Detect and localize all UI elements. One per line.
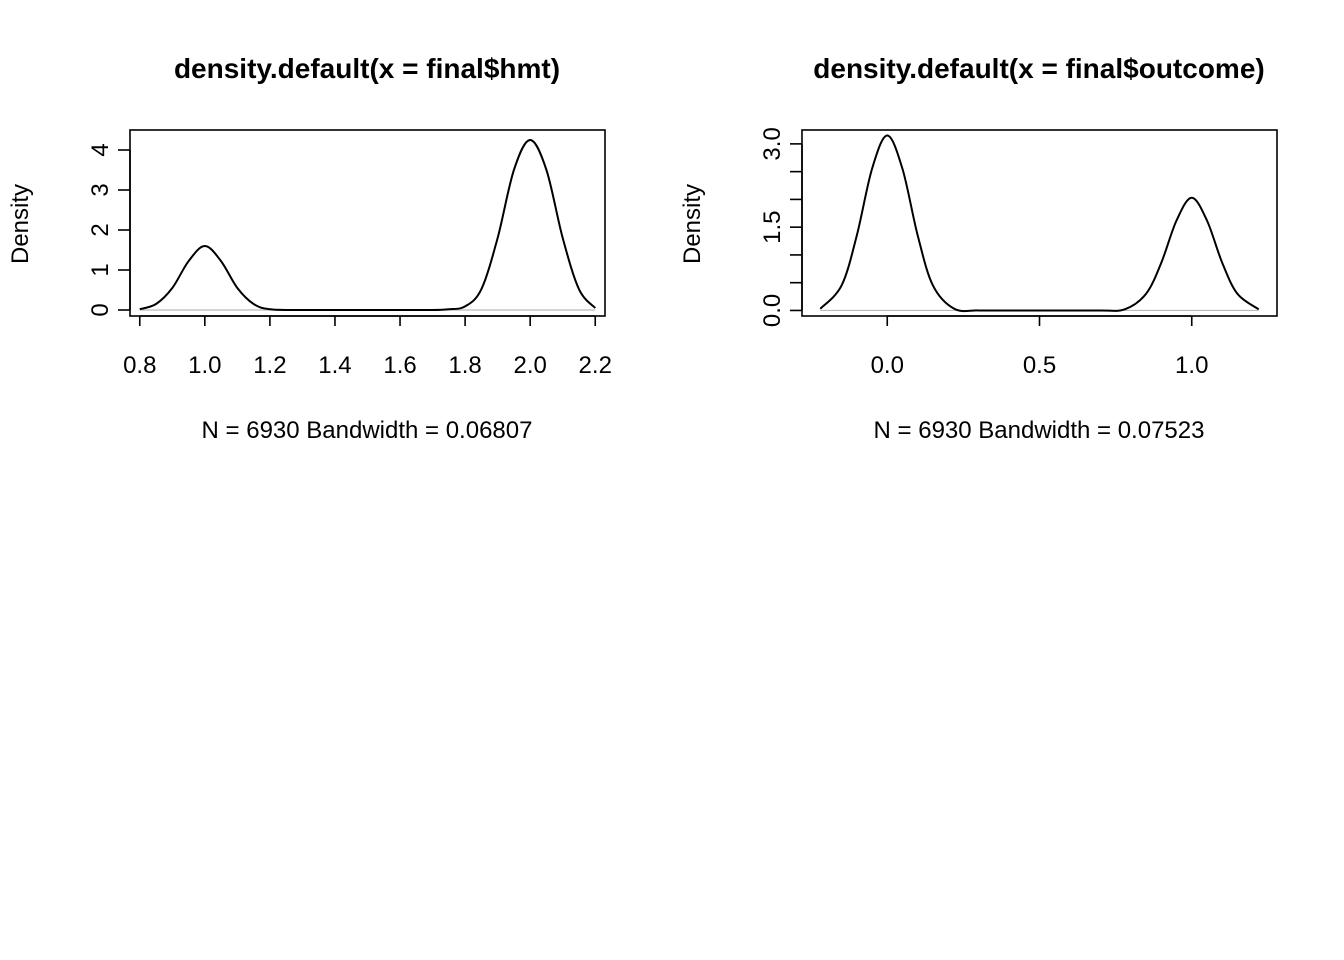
y-tick-label: 0 xyxy=(87,303,114,316)
plot-marks: 0.8 1.0 1.2 1.4 1.6 1.8 2.0 2.2 0 1 2 3 4 xyxy=(87,138,612,379)
density-panel-outcome: density.default(x = final$outcome) Densi… xyxy=(679,53,1278,444)
x-tick-label: 1.6 xyxy=(383,352,416,379)
plot-marks: 0.0 0.5 1.0 0.0 1.5 3.0 xyxy=(759,127,1260,379)
x-tick-label: 2.2 xyxy=(579,352,612,379)
x-tick-label: 1.2 xyxy=(253,352,286,379)
y-tick-label: 0.0 xyxy=(759,294,786,327)
x-tick-label: 1.0 xyxy=(188,352,221,379)
chart-title: density.default(x = final$hmt) xyxy=(174,53,560,84)
x-axis-label: N = 6930 Bandwidth = 0.06807 xyxy=(202,417,533,444)
y-axis-label: Density xyxy=(7,184,34,264)
x-tick-label: 1.4 xyxy=(318,352,351,379)
x-axis-label: N = 6930 Bandwidth = 0.07523 xyxy=(874,417,1205,444)
density-curve xyxy=(819,134,1260,313)
x-tick-label: 0.5 xyxy=(1023,352,1056,379)
y-tick-label: 2 xyxy=(87,223,114,236)
y-tick-label: 3 xyxy=(87,183,114,196)
x-tick-label: 1.8 xyxy=(448,352,481,379)
density-panel-hmt: density.default(x = final$hmt) Density N… xyxy=(7,53,612,444)
y-tick-label: 1 xyxy=(87,263,114,276)
y-axis-label: Density xyxy=(679,184,706,264)
y-tick-label: 3.0 xyxy=(759,127,786,160)
x-tick-label: 2.0 xyxy=(513,352,546,379)
x-tick-label: 0.8 xyxy=(123,352,156,379)
y-tick-label: 1.5 xyxy=(759,210,786,243)
density-curve xyxy=(139,138,596,312)
x-tick-label: 0.0 xyxy=(871,352,904,379)
x-tick-label: 1.0 xyxy=(1175,352,1208,379)
y-tick-label: 4 xyxy=(87,143,114,156)
chart-title: density.default(x = final$outcome) xyxy=(813,53,1264,84)
